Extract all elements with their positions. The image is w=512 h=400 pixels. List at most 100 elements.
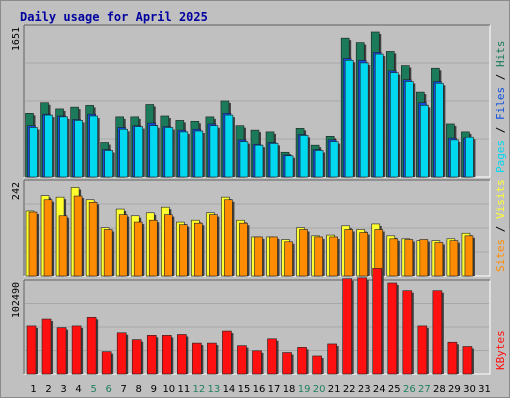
kbytes-bar — [161, 335, 172, 375]
legend-sites: Sites — [494, 239, 507, 272]
sites-bar — [359, 232, 369, 277]
kbytes-bar — [222, 330, 232, 375]
sites-bar — [58, 215, 68, 277]
kbytes-bar — [357, 277, 368, 375]
sites-bar — [163, 214, 173, 277]
pages-bar — [74, 120, 83, 178]
kbytes-bar — [101, 351, 112, 375]
x-tick-label: 3 — [60, 384, 66, 395]
kbytes-bar — [116, 332, 127, 375]
x-tick-label: 24 — [373, 384, 386, 395]
pages-bar — [119, 128, 128, 178]
kbytes-bar — [86, 317, 97, 375]
x-tick-label: 27 — [418, 384, 431, 395]
kbytes-bar — [432, 290, 443, 375]
sites-bar — [269, 236, 278, 277]
kbytes-bar — [297, 347, 307, 375]
legend-kbytes: KBytes — [494, 330, 507, 370]
x-tick-label: 20 — [313, 384, 326, 395]
pages-bar — [239, 141, 249, 178]
legend-hits: Hits — [494, 41, 507, 68]
pages-bar — [149, 125, 159, 178]
pages-bar — [59, 116, 68, 178]
x-tick-label: 31 — [478, 384, 491, 395]
sites-bar — [224, 199, 233, 277]
kbytes-bar — [237, 345, 247, 375]
x-tick-label: 22 — [343, 384, 356, 395]
x-tick-label: 28 — [433, 384, 446, 395]
pages-bar — [450, 139, 459, 178]
sites-bar — [389, 238, 399, 277]
kbytes-bar — [417, 325, 428, 375]
pages-bar — [299, 135, 309, 178]
legend-separator: / — [494, 219, 507, 239]
x-tick-label: 5 — [90, 384, 96, 395]
pages-bar — [224, 114, 234, 178]
legend-sites-visits: Sites / Visits — [494, 179, 507, 272]
kbytes-bar — [342, 278, 352, 375]
sites-bar — [88, 202, 98, 277]
kbytes-bar — [282, 352, 292, 375]
x-tick-label: 12 — [193, 384, 206, 395]
kbytes-bar — [462, 346, 473, 375]
pages-bar — [284, 155, 294, 178]
pages-bar — [134, 126, 144, 178]
x-tick-label: 16 — [253, 384, 266, 395]
sites-bar — [118, 214, 128, 277]
sites-bar — [43, 199, 53, 277]
x-tick-label: 18 — [283, 384, 296, 395]
kbytes-bar — [71, 325, 82, 375]
legend-pages-files-hits: Pages / Files / Hits — [494, 41, 507, 174]
kbytes-bar — [146, 335, 157, 375]
legend-visits: Visits — [494, 179, 507, 219]
kbytes-bar — [447, 341, 458, 375]
pages-bar — [89, 115, 98, 178]
legend-separator: / — [494, 67, 507, 87]
x-tick-label: 8 — [136, 384, 142, 395]
sites-bar — [239, 222, 248, 277]
kbytes-bar — [56, 327, 67, 375]
sites-bar — [434, 242, 444, 277]
x-tick-label: 26 — [403, 384, 416, 395]
x-tick-label: 4 — [75, 384, 81, 395]
kbytes-bar — [131, 339, 142, 375]
pages-bar — [194, 130, 204, 178]
kbytes-bar — [177, 334, 187, 375]
kbytes-bar — [192, 342, 202, 375]
pages-bar — [465, 136, 474, 178]
legend-separator: / — [494, 120, 507, 140]
sites-bar — [299, 229, 308, 277]
sites-bar — [133, 221, 143, 277]
x-tick-label: 23 — [358, 384, 371, 395]
x-tick-label: 11 — [177, 384, 190, 395]
pages-bar — [29, 127, 38, 178]
sites-bar — [209, 214, 218, 277]
x-tick-label: 1 — [30, 384, 36, 395]
pages-bar — [179, 131, 189, 178]
pages-bar — [405, 81, 414, 178]
x-tick-label: 2 — [45, 384, 51, 395]
x-tick-label: 15 — [238, 384, 251, 395]
kbytes-bar — [327, 343, 337, 375]
x-tick-label: 17 — [268, 384, 281, 395]
sites-bar — [404, 239, 414, 277]
pages-bar — [314, 150, 324, 178]
legend-files: Files — [494, 87, 507, 120]
sites-bar — [284, 241, 293, 277]
pages-bar — [44, 114, 53, 178]
sites-bar — [254, 236, 263, 277]
pages-bar — [420, 105, 429, 178]
sites-bar — [329, 236, 338, 277]
x-tick-label: 9 — [151, 384, 157, 395]
kbytes-bar — [312, 355, 322, 375]
kbytes-bar — [267, 338, 277, 375]
kbytes-bar — [41, 318, 52, 375]
x-tick-label: 10 — [162, 384, 175, 395]
chart-title: Daily usage for April 2025 — [20, 10, 208, 24]
sites-bar — [194, 222, 203, 277]
x-tick-label: 30 — [463, 384, 476, 395]
kbytes-bar — [402, 290, 413, 375]
sites-bar — [344, 229, 353, 277]
pages-bar — [389, 72, 399, 178]
